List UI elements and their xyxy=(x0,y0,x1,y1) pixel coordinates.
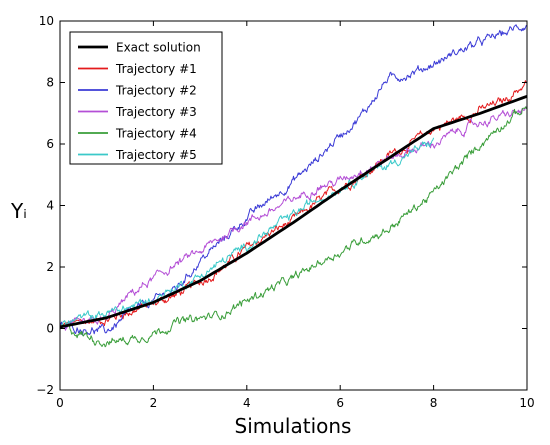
x-tick-label: 6 xyxy=(336,396,344,410)
x-tick-label: 4 xyxy=(243,396,251,410)
legend-label: Trajectory #5 xyxy=(115,148,197,162)
x-tick-label: 10 xyxy=(519,396,534,410)
y-tick-label: 4 xyxy=(46,199,54,213)
y-tick-label: −2 xyxy=(36,383,54,397)
series-layer xyxy=(59,24,528,348)
trajectory-3-line xyxy=(59,105,528,331)
y-tick-label: 10 xyxy=(39,14,54,28)
legend-box xyxy=(69,31,223,165)
legend: Exact solution Trajectory #1 Trajectory #2… xyxy=(69,31,223,165)
legend-label: Trajectory #3 xyxy=(115,105,197,119)
legend-label: Trajectory #4 xyxy=(115,127,197,141)
x-axis-title: Simulations xyxy=(235,414,352,438)
y-tick-label: 6 xyxy=(46,137,54,151)
x-tick-label: 2 xyxy=(150,396,158,410)
legend-label: Trajectory #2 xyxy=(115,84,197,98)
legend-label: Trajectory #1 xyxy=(115,62,197,76)
trajectory-4-line xyxy=(59,106,528,348)
trajectory-2-line xyxy=(59,24,528,336)
trajectory-1-line xyxy=(59,80,528,327)
exact-solution-line xyxy=(59,94,528,329)
y-tick-label: 0 xyxy=(46,322,54,336)
x-tick-label: 8 xyxy=(430,396,438,410)
y-tick-label: 8 xyxy=(46,76,54,90)
y-tick-label: 2 xyxy=(46,260,54,274)
y-axis-title: Yᵢ xyxy=(10,199,27,223)
x-tick-label: 0 xyxy=(56,396,64,410)
legend-label: Exact solution xyxy=(116,41,201,55)
